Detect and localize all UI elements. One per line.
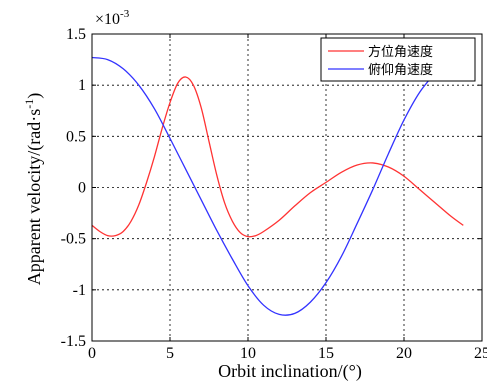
x-tick-label: 20 xyxy=(396,345,412,362)
series-layer xyxy=(91,56,464,316)
y-tick-label: 1 xyxy=(78,77,86,94)
y-axis-title: Apparent velocity/(rad·s-1) xyxy=(22,93,45,285)
y-tick-label: 1.5 xyxy=(66,26,86,43)
legend-label-azimuth: 方位角速度 xyxy=(368,44,433,60)
series-line-elevation xyxy=(91,56,436,316)
scale-factor-label: ×10-3 xyxy=(95,8,130,28)
x-tick-label: 0 xyxy=(88,345,96,362)
legend: 方位角速度 俯仰角速度 xyxy=(320,37,476,82)
x-tick-label: 25 xyxy=(474,345,487,362)
legend-label-elevation: 俯仰角速度 xyxy=(368,62,433,78)
x-tick-label: 5 xyxy=(166,345,174,362)
y-tick-label: -1.5 xyxy=(61,333,86,350)
x-tick-label: 15 xyxy=(318,345,334,362)
y-tick-label: 0 xyxy=(78,180,86,197)
y-tick-label: -0.5 xyxy=(61,231,86,248)
x-tick-label: 10 xyxy=(240,345,256,362)
x-axis-title: Orbit inclination/(°) xyxy=(218,361,362,382)
legend-box xyxy=(320,37,476,82)
series-line-azimuth xyxy=(91,76,464,238)
axis-ticks: 0 5 10 15 20 25 -1.5 -1 -0.5 0 0.5 1 1.5 xyxy=(61,26,487,362)
y-tick-label: -1 xyxy=(73,282,86,299)
y-tick-label: 0.5 xyxy=(66,128,86,145)
